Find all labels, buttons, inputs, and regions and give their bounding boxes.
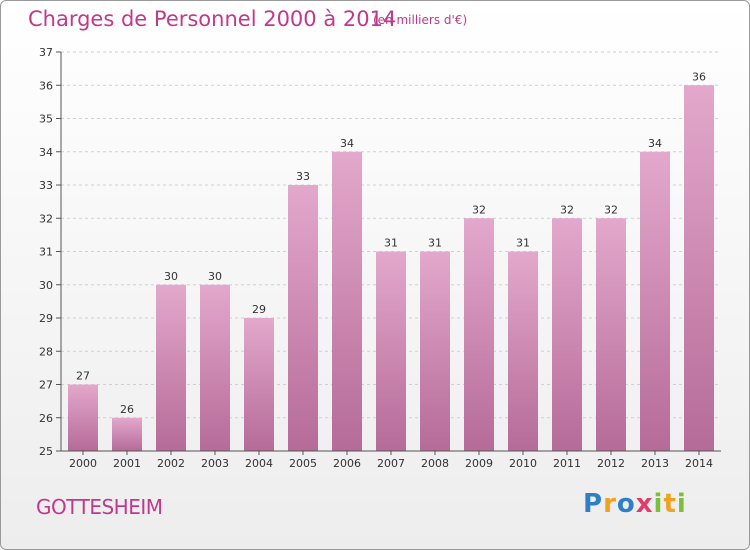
y-tick-label: 36 — [39, 79, 53, 92]
y-tick-label: 34 — [39, 146, 53, 159]
x-tick-label: 2007 — [377, 457, 405, 470]
x-tick-label: 2012 — [597, 457, 625, 470]
chart-title: Charges de Personnel 2000 à 2014 — [28, 7, 397, 31]
x-tick-label: 2003 — [201, 457, 229, 470]
x-tick-label: 2011 — [553, 457, 581, 470]
x-tick-label: 2006 — [333, 457, 361, 470]
bar-2009 — [464, 218, 494, 451]
commune-name: GOTTESHEIM — [36, 495, 163, 519]
x-tick-label: 2002 — [157, 457, 185, 470]
bar-2014 — [684, 85, 714, 451]
bar-2005 — [288, 185, 318, 451]
bar-2000 — [68, 384, 98, 451]
axes: 25 26 27 28 29 30 31 32 33 34 35 36 37 2000 2001 2002 20… — [39, 46, 721, 470]
bar-2002 — [156, 284, 186, 451]
bar-2006 — [332, 151, 362, 451]
x-tick-label: 2013 — [641, 457, 669, 470]
y-tick-label: 25 — [39, 445, 53, 458]
y-tick-label: 31 — [39, 246, 53, 259]
data-label: 30 — [208, 270, 222, 283]
data-label: 31 — [516, 237, 530, 250]
data-labels: 27 26 30 30 29 33 34 31 31 32 31 32 32 34 36 — [76, 70, 706, 416]
x-tick-label: 2000 — [69, 457, 97, 470]
bar-2011 — [552, 218, 582, 451]
bar-2013 — [640, 151, 670, 451]
bar-2008 — [420, 251, 450, 451]
bar-2003 — [200, 284, 230, 451]
y-tick-label: 32 — [39, 212, 53, 225]
x-tick-label: 2010 — [509, 457, 537, 470]
x-tick-label: 2001 — [113, 457, 141, 470]
data-label: 27 — [76, 370, 90, 383]
y-tick-label: 35 — [39, 113, 53, 126]
bar-2001 — [112, 417, 142, 451]
data-label: 33 — [296, 170, 310, 183]
y-tick-label: 29 — [39, 312, 53, 325]
bar-2012 — [596, 218, 626, 451]
bars — [68, 85, 714, 451]
bar-2007 — [376, 251, 406, 451]
data-label: 36 — [692, 70, 706, 83]
data-label: 32 — [604, 203, 618, 216]
y-tick-label: 30 — [39, 279, 53, 292]
data-label: 34 — [340, 137, 354, 150]
y-tick-label: 26 — [39, 412, 53, 425]
data-label: 31 — [428, 237, 442, 250]
y-tick-label: 37 — [39, 46, 53, 59]
chart-unit: (en milliers d'€) — [373, 13, 468, 27]
x-tick-label: 2009 — [465, 457, 493, 470]
data-label: 29 — [252, 303, 266, 316]
data-label: 32 — [472, 203, 486, 216]
data-label: 30 — [164, 270, 178, 283]
bar-2010 — [508, 251, 538, 451]
y-tick-label: 27 — [39, 379, 53, 392]
x-tick-label: 2005 — [289, 457, 317, 470]
data-label: 32 — [560, 203, 574, 216]
x-tick-label: 2014 — [685, 457, 713, 470]
data-label: 26 — [120, 403, 134, 416]
data-label: 31 — [384, 237, 398, 250]
x-tick-label: 2004 — [245, 457, 273, 470]
y-tick-label: 33 — [39, 179, 53, 192]
y-tick-label: 28 — [39, 345, 53, 358]
bar-2004 — [244, 318, 274, 451]
x-tick-label: 2008 — [421, 457, 449, 470]
proxiti-logo: Proxiti — [583, 489, 687, 519]
data-label: 34 — [648, 137, 662, 150]
